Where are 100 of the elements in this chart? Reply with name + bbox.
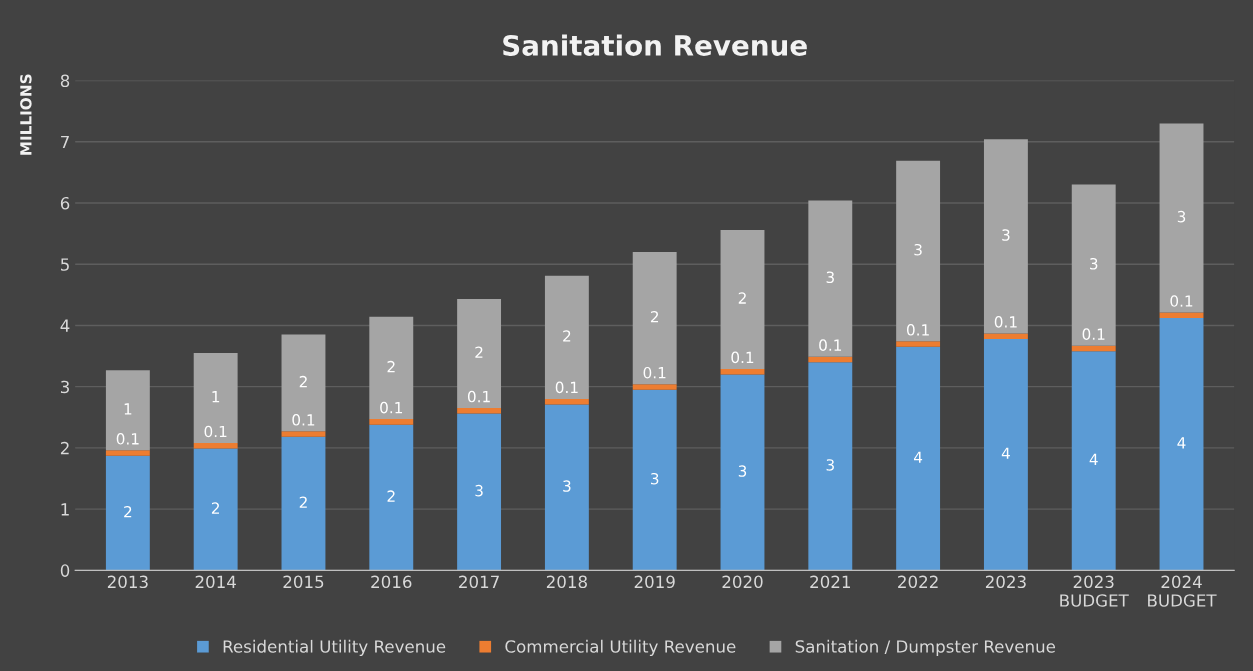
y-tick-label: 0 <box>60 564 70 577</box>
data-label: 4 <box>913 451 923 463</box>
bar <box>983 338 1028 571</box>
bar <box>281 431 326 437</box>
bar <box>369 316 414 420</box>
bar <box>1159 318 1204 571</box>
y-tick-label: 8 <box>60 74 70 88</box>
y-tick-label: 4 <box>60 319 70 332</box>
data-label: 3 <box>914 243 922 256</box>
chart-title: Sanitation Revenue <box>503 34 807 56</box>
bar <box>105 455 150 571</box>
data-label: 0.1 <box>994 316 1017 328</box>
data-label: 0.1 <box>292 414 315 426</box>
bar <box>632 389 677 571</box>
bar <box>544 404 589 571</box>
bar <box>896 341 941 347</box>
x-tick-label: 2015 <box>283 575 324 589</box>
data-label: 2 <box>475 346 483 358</box>
bar <box>105 370 150 451</box>
bar <box>1159 123 1204 313</box>
y-tick-label: 7 <box>61 135 69 149</box>
bar <box>720 229 765 369</box>
data-label: 3 <box>826 459 834 471</box>
bar <box>896 160 941 342</box>
x-tick-label: 2014 <box>195 575 236 589</box>
data-label: 1 <box>124 403 132 415</box>
data-label: 3 <box>738 465 747 477</box>
data-label: 0.1 <box>819 339 842 351</box>
data-label: 3 <box>1002 229 1010 241</box>
data-label: 3 <box>475 484 483 497</box>
legend-label: Commercial Utility Revenue <box>505 639 736 656</box>
data-label: 0.1 <box>555 381 578 394</box>
bar <box>193 448 238 571</box>
x-tick-label: 2016 <box>371 575 412 589</box>
data-label: 3 <box>1177 210 1186 223</box>
data-label: 0.1 <box>731 351 754 364</box>
bar <box>896 346 941 571</box>
data-label: 2 <box>299 375 307 388</box>
data-label: 2 <box>387 490 395 502</box>
bar <box>632 384 677 390</box>
bar <box>193 352 238 443</box>
bar <box>369 419 414 425</box>
bar <box>281 436 326 571</box>
bar <box>808 200 853 357</box>
bar <box>983 333 1028 339</box>
data-label: 2 <box>211 502 219 514</box>
y-tick-label: 3 <box>60 380 69 394</box>
data-label: 0.1 <box>467 390 490 403</box>
data-label: 4 <box>1177 437 1186 449</box>
data-label: 2 <box>650 310 659 323</box>
data-label: 2 <box>124 505 132 518</box>
x-tick-label: 2017 <box>459 575 499 589</box>
data-label: 1 <box>212 391 220 403</box>
bar <box>281 334 326 432</box>
x-tick-label: 2022 <box>898 575 938 589</box>
bar <box>457 299 502 409</box>
bar <box>193 442 238 449</box>
x-tick-label: 2020 <box>722 575 763 589</box>
bar <box>1071 351 1116 571</box>
data-label: 0.1 <box>116 433 139 445</box>
y-tick-label: 1 <box>61 503 69 516</box>
x-tick-label: 2019 <box>634 575 675 589</box>
data-label: 4 <box>1089 453 1098 465</box>
bar <box>105 450 150 456</box>
bar <box>808 362 853 571</box>
legend-label: Residential Utility Revenue <box>223 639 446 656</box>
bar <box>808 356 853 363</box>
data-label: 3 <box>563 480 571 492</box>
data-label: 0.1 <box>643 366 666 379</box>
data-label: 2 <box>563 330 571 342</box>
bar <box>369 424 414 571</box>
bar <box>457 413 502 571</box>
bar <box>1071 345 1116 352</box>
data-label: 0.1 <box>906 324 929 336</box>
data-label: 0.1 <box>204 425 227 438</box>
bar <box>544 398 589 405</box>
data-label: 2 <box>387 360 395 373</box>
x-tick-label: 2021 <box>810 575 850 589</box>
data-label: 2 <box>299 496 307 508</box>
y-axis-title: MILLIONS <box>20 74 32 155</box>
x-tick-label: 2024 BUDGET <box>1148 575 1217 607</box>
y-tick-label: 5 <box>61 258 69 271</box>
data-label: 0.1 <box>1082 328 1105 340</box>
bar <box>457 408 502 414</box>
y-tick-label: 6 <box>60 196 70 210</box>
x-tick-label: 2023 <box>985 575 1026 589</box>
data-label: 0.1 <box>1170 295 1193 307</box>
bar <box>1071 184 1116 346</box>
x-tick-label: 2023 BUDGET <box>1060 575 1129 607</box>
data-label: 2 <box>738 292 746 304</box>
bar <box>983 139 1028 334</box>
y-tick-label: 2 <box>60 441 69 455</box>
data-label: 4 <box>1001 447 1010 459</box>
data-label: 3 <box>826 271 834 284</box>
bar <box>720 374 765 571</box>
bar <box>544 275 589 399</box>
x-tick-label: 2018 <box>546 575 587 589</box>
bar <box>632 251 677 385</box>
data-label: 3 <box>651 472 659 485</box>
data-label: 3 <box>1090 258 1098 270</box>
